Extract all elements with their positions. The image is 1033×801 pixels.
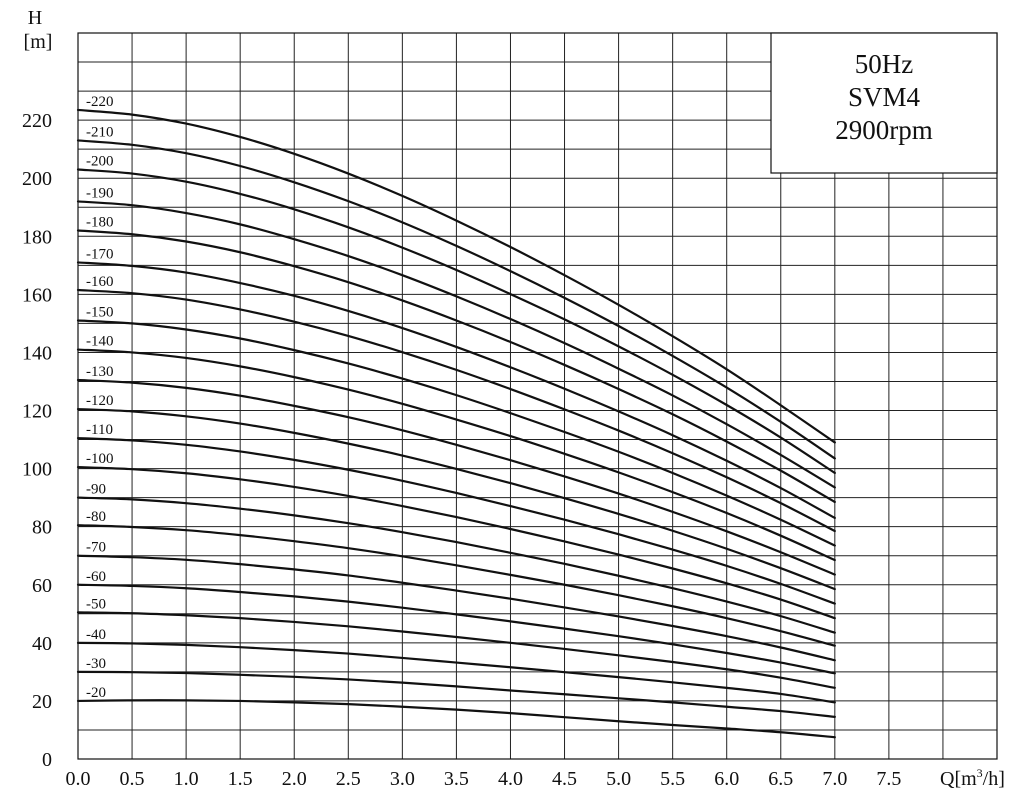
y-tick-label: 80 xyxy=(32,517,52,539)
x-tick-label: 7.0 xyxy=(822,768,847,790)
curve-label: -200 xyxy=(86,153,114,169)
curve-220 xyxy=(76,108,836,444)
curve-70 xyxy=(76,554,836,662)
curve-label: -20 xyxy=(86,685,106,701)
curve-50 xyxy=(76,611,836,689)
curve-label: -140 xyxy=(86,334,114,350)
curve-90 xyxy=(76,496,836,634)
x-tick-label: 2.0 xyxy=(282,768,307,790)
curve-20 xyxy=(76,699,836,739)
curve-label: -190 xyxy=(86,185,114,201)
curve-100 xyxy=(76,466,836,620)
x-axis-label: Q[m3/h] xyxy=(940,766,1005,790)
plot-frame xyxy=(77,32,998,760)
curve-30 xyxy=(76,670,836,718)
curve-label: -150 xyxy=(86,304,114,320)
curve-label: -50 xyxy=(86,596,106,612)
curve-110 xyxy=(76,437,836,605)
y-tick-label: 0 xyxy=(42,749,52,771)
curve-210 xyxy=(76,139,836,460)
x-tick-label: 2.5 xyxy=(336,768,361,790)
curve-120 xyxy=(76,407,836,591)
curve-label: -170 xyxy=(86,246,114,262)
curve-label: -60 xyxy=(86,569,106,585)
curve-180 xyxy=(76,229,836,504)
tick-labels: 0.0 0.5 1.0 1.5 2.0 2.5 3.0 3.5 4.0 4.5 5.0 5.5 6.0 6… xyxy=(22,110,901,790)
x-tick-label: 3.5 xyxy=(444,768,469,790)
curve-label: -110 xyxy=(86,422,113,438)
curve-60 xyxy=(76,583,836,675)
curve-200 xyxy=(76,168,836,475)
curve-label: -180 xyxy=(86,214,114,230)
curve-label: -30 xyxy=(86,656,106,672)
curve-label: -40 xyxy=(86,627,106,643)
curve-label: -100 xyxy=(86,451,114,467)
grid xyxy=(77,32,998,760)
curves xyxy=(76,108,836,739)
x-tick-label: 0.5 xyxy=(120,768,145,790)
curve-170 xyxy=(76,261,836,520)
y-tick-label: 60 xyxy=(32,575,52,597)
x-tick-label: 5.0 xyxy=(606,768,631,790)
curve-40 xyxy=(76,641,836,704)
curve-label: -70 xyxy=(86,540,106,556)
x-tick-label: 6.0 xyxy=(714,768,739,790)
x-tick-label: 1.5 xyxy=(228,768,253,790)
x-tick-label: 6.5 xyxy=(768,768,793,790)
curve-140 xyxy=(76,348,836,562)
curve-label: -210 xyxy=(86,124,114,140)
x-tick-label: 0.0 xyxy=(66,768,91,790)
y-tick-label: 20 xyxy=(32,691,52,713)
legend-box: 50Hz SVM4 2900rpm xyxy=(770,32,998,174)
y-axis-label: H xyxy=(28,7,42,29)
y-tick-label: 180 xyxy=(22,226,52,248)
curve-150 xyxy=(76,319,836,547)
y-tick-label: 220 xyxy=(22,110,52,132)
curve-label: -90 xyxy=(86,482,106,498)
curve-label: -120 xyxy=(86,393,114,409)
y-axis-unit: [m] xyxy=(24,31,53,53)
curve-label: -220 xyxy=(86,94,114,110)
x-tick-label: 4.5 xyxy=(552,768,577,790)
x-tick-label: 1.0 xyxy=(174,768,199,790)
x-tick-label: 4.0 xyxy=(498,768,523,790)
curve-label: -130 xyxy=(86,364,114,380)
curve-160 xyxy=(76,288,836,533)
curve-label: -80 xyxy=(86,509,106,525)
curve-190 xyxy=(76,200,836,489)
y-tick-label: 140 xyxy=(22,342,52,364)
x-tick-label: 3.0 xyxy=(390,768,415,790)
legend-frequency: 50Hz xyxy=(855,49,913,79)
y-tick-label: 100 xyxy=(22,459,52,481)
y-tick-label: 160 xyxy=(22,284,52,306)
y-tick-label: 40 xyxy=(32,633,52,655)
legend-model: SVM4 xyxy=(848,82,921,112)
curve-label: -160 xyxy=(86,274,114,290)
x-tick-label: 5.5 xyxy=(660,768,685,790)
legend-speed: 2900rpm xyxy=(835,115,933,145)
curve-80 xyxy=(76,524,836,647)
y-tick-label: 120 xyxy=(22,401,52,423)
x-tick-label: 7.5 xyxy=(876,768,901,790)
curve-130 xyxy=(76,378,836,576)
curve-labels: -20 -30 -40 -50 -60 -70 -80 -90 -100 -110 -120 -130… xyxy=(86,94,114,701)
y-tick-label: 200 xyxy=(22,168,52,190)
